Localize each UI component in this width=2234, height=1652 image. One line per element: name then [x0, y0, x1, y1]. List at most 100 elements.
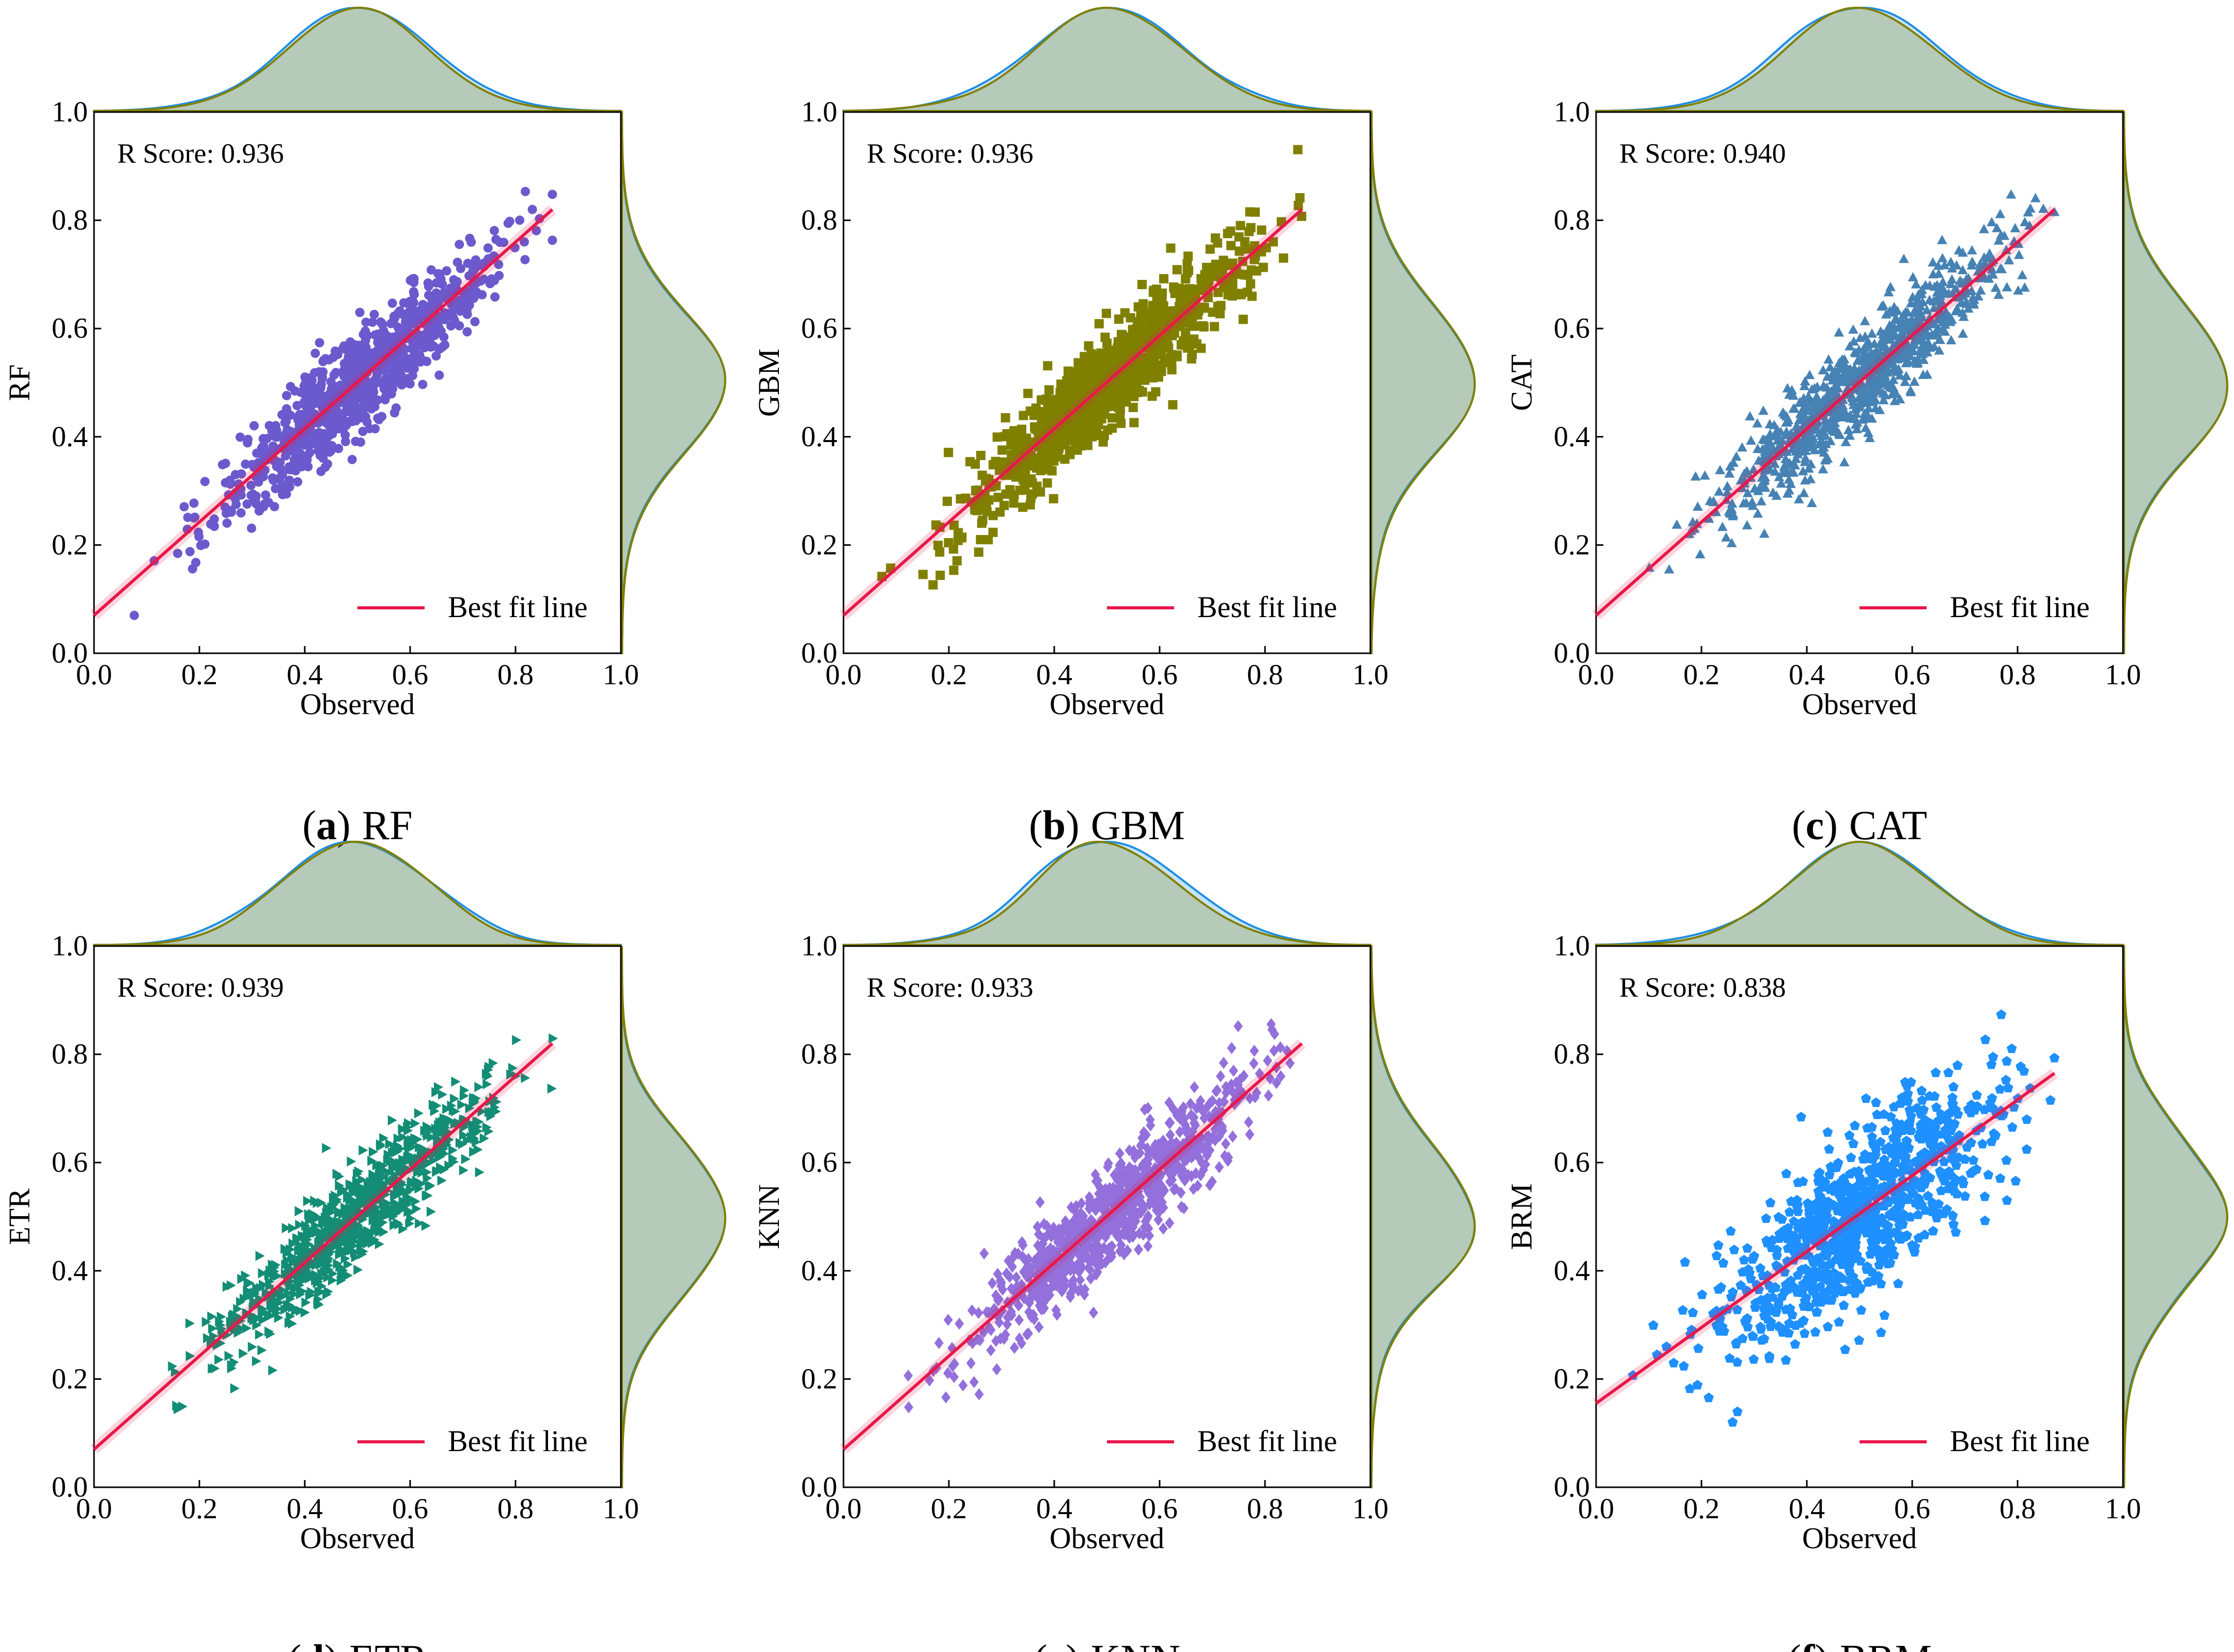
data-point	[952, 556, 962, 565]
x-tick-label: 0.6	[1142, 1493, 1178, 1525]
data-point	[1116, 418, 1126, 428]
data-point	[1060, 454, 1070, 464]
data-point	[1217, 260, 1227, 270]
data-point	[1114, 314, 1124, 324]
data-point	[408, 361, 418, 371]
data-point	[259, 440, 269, 450]
data-point	[274, 474, 284, 483]
data-point	[1132, 374, 1142, 384]
y-tick-label: 1.0	[1554, 96, 1590, 128]
data-point	[1042, 478, 1052, 488]
data-point	[361, 326, 370, 336]
data-point	[965, 457, 975, 467]
x-tick-label: 0.4	[1036, 659, 1072, 691]
x-axis-label: Observed	[1050, 1521, 1164, 1555]
data-point	[316, 383, 325, 392]
data-point	[532, 226, 541, 235]
data-point	[129, 610, 139, 620]
data-point	[354, 364, 364, 373]
y-axis-label: CAT	[1505, 354, 1538, 411]
data-point	[281, 451, 291, 461]
data-point	[1101, 308, 1111, 318]
data-point	[1077, 436, 1087, 446]
data-point	[196, 541, 206, 550]
data-point	[350, 342, 360, 352]
data-point	[431, 278, 441, 288]
data-point	[1202, 262, 1212, 272]
data-point	[944, 448, 954, 458]
y-tick-label: 0.2	[801, 529, 837, 561]
data-point	[471, 259, 481, 269]
data-point	[271, 421, 280, 431]
data-point	[351, 436, 361, 446]
data-point	[494, 260, 504, 270]
data-point	[318, 357, 328, 367]
data-point	[302, 455, 312, 465]
data-point	[1126, 313, 1135, 323]
data-point	[1235, 246, 1244, 256]
data-point	[304, 440, 314, 450]
r-score-annotation: R Score: 0.933	[867, 972, 1033, 1003]
data-point	[1093, 357, 1103, 367]
x-tick-label: 0.8	[497, 1493, 534, 1525]
marginal-top-predicted	[93, 7, 622, 112]
data-point	[520, 237, 529, 247]
x-tick-label: 0.8	[1247, 659, 1283, 691]
data-point	[345, 405, 355, 415]
data-point	[368, 317, 378, 327]
marginal-top-predicted	[1595, 6, 2124, 112]
y-tick-label: 0.2	[801, 1363, 837, 1395]
data-point	[282, 390, 291, 400]
x-axis-label: Observed	[1050, 687, 1164, 721]
data-point	[361, 318, 371, 327]
data-point	[466, 294, 476, 304]
data-point	[318, 367, 328, 377]
data-point	[935, 547, 945, 557]
data-point	[1098, 437, 1108, 447]
x-tick-label: 1.0	[2105, 659, 2141, 691]
data-point	[1236, 221, 1245, 230]
data-point	[334, 444, 343, 453]
data-point	[1027, 478, 1037, 488]
data-point	[283, 410, 293, 420]
panel-caption: (e)KNN	[1034, 1637, 1180, 1652]
data-point	[355, 307, 365, 317]
data-point	[260, 499, 270, 509]
data-point	[325, 389, 335, 399]
caption-model: KNN	[1091, 1637, 1180, 1652]
data-point	[1227, 291, 1237, 301]
x-tick-label: 0.2	[181, 659, 217, 691]
caption-model: ETR	[349, 1637, 428, 1652]
data-point	[369, 309, 379, 319]
data-point	[1044, 385, 1054, 395]
caption-paren-open: (	[1792, 803, 1806, 848]
data-point	[494, 271, 504, 280]
data-point	[363, 360, 373, 370]
data-point	[1049, 494, 1058, 504]
data-point	[367, 395, 377, 404]
data-point	[1172, 350, 1182, 360]
data-point	[225, 475, 235, 485]
data-point	[490, 292, 500, 302]
data-point	[236, 508, 246, 518]
data-point	[1116, 381, 1126, 391]
y-tick-label: 0.6	[52, 312, 88, 344]
r-score-annotation: R Score: 0.939	[117, 972, 284, 1003]
data-point	[1238, 314, 1248, 324]
data-point	[974, 547, 983, 557]
x-axis-label: Observed	[300, 687, 415, 721]
y-tick-label: 0.8	[52, 204, 88, 237]
y-tick-label: 0.2	[52, 529, 88, 561]
x-tick-label: 1.0	[1352, 659, 1388, 691]
data-point	[431, 321, 441, 331]
marginal-right-predicted	[621, 111, 726, 654]
marginal-top-predicted	[1595, 840, 2124, 946]
data-point	[1055, 387, 1065, 397]
data-point	[431, 288, 441, 298]
data-point	[246, 523, 256, 533]
data-point	[1023, 388, 1033, 398]
data-point	[270, 502, 279, 512]
data-point	[427, 301, 436, 310]
data-point	[173, 548, 183, 558]
data-point	[320, 462, 330, 472]
